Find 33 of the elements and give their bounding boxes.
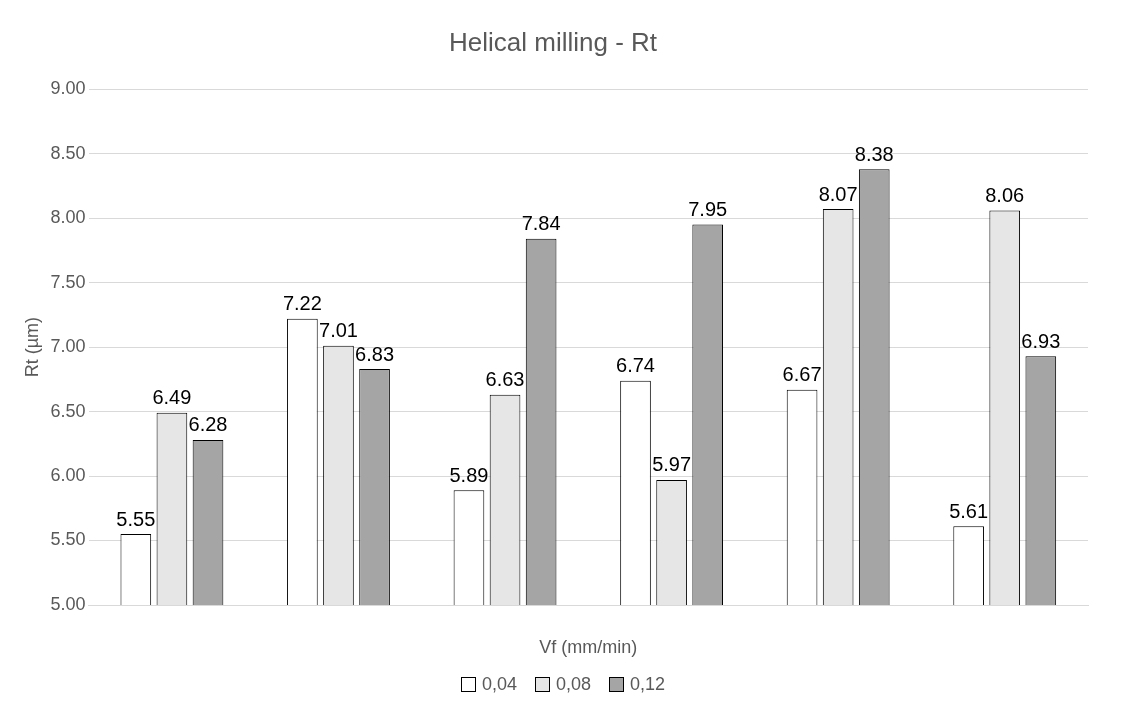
chart-title: Helical milling - Rt <box>448 26 658 57</box>
y-tick-label: 5.00 <box>50 593 86 614</box>
y-tick-label: 6.50 <box>50 400 86 421</box>
data-label: 5.97 <box>652 453 692 476</box>
y-tick-label: 7.00 <box>50 336 86 357</box>
data-label: 5.61 <box>949 499 989 522</box>
data-label: 6.83 <box>355 342 395 365</box>
data-label: 8.06 <box>985 183 1025 206</box>
y-tick-label: 9.00 <box>50 78 86 99</box>
data-label: 6.63 <box>485 368 525 391</box>
data-label: 8.38 <box>854 142 894 165</box>
y-tick-label: 8.50 <box>50 142 86 163</box>
data-label: 6.67 <box>782 363 822 386</box>
data-label: 8.07 <box>818 182 858 205</box>
x-axis-title: Vf (mm/min) <box>539 637 638 658</box>
data-label: 6.74 <box>616 354 655 377</box>
y-tick-label: 5.50 <box>50 529 86 550</box>
data-label: 7.84 <box>521 212 561 235</box>
data-label: 6.28 <box>188 413 228 436</box>
data-label: 5.89 <box>449 463 489 486</box>
data-label: 7.22 <box>282 292 322 315</box>
data-label: 6.93 <box>1021 329 1061 352</box>
y-tick-label: 8.00 <box>50 207 86 228</box>
y-tick-label: 7.50 <box>50 271 86 292</box>
data-label: 6.49 <box>152 386 192 409</box>
y-tick-label: 6.00 <box>50 465 86 486</box>
legend-label: 0,12 <box>630 674 666 695</box>
data-label: 5.55 <box>116 507 156 530</box>
y-axis-title: Rt (µm) <box>21 316 42 378</box>
legend-label: 0,08 <box>555 674 592 695</box>
data-label: 7.95 <box>688 198 728 221</box>
data-label: 7.01 <box>319 319 358 342</box>
series-label: 0,04 <box>481 674 517 695</box>
